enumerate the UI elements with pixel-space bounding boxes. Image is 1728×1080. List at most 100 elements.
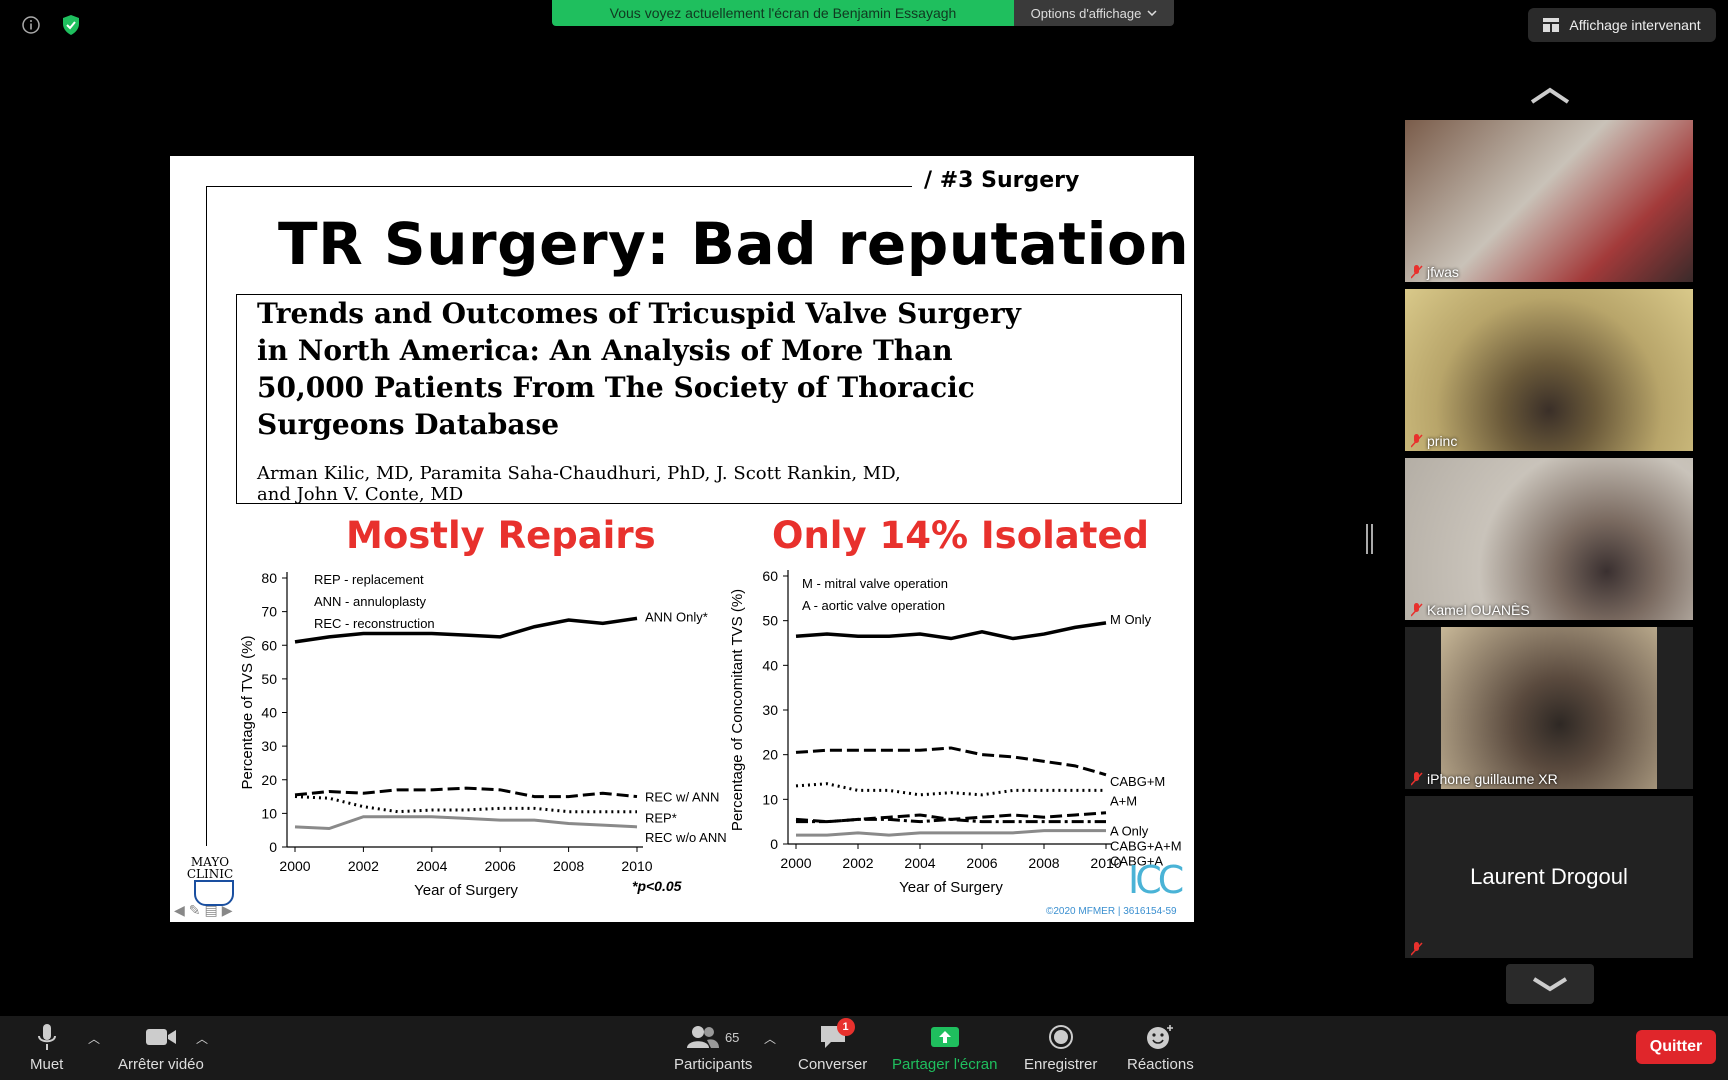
shared-screen-slide: / #3 Surgery TR Surgery: Bad reputation … bbox=[170, 156, 1194, 922]
info-icon[interactable] bbox=[16, 10, 46, 40]
series-line bbox=[294, 815, 638, 831]
pen-icon[interactable]: ✎ bbox=[188, 902, 201, 918]
record-icon bbox=[1048, 1022, 1074, 1052]
video-tile[interactable]: Laurent Drogoul bbox=[1405, 796, 1693, 958]
participants-options-caret[interactable]: ︿ bbox=[764, 1032, 777, 1046]
stop-video-label: Arrêter vidéo bbox=[118, 1056, 204, 1073]
series-line bbox=[294, 616, 638, 644]
series-label: M Only bbox=[1110, 612, 1152, 627]
x-tick-label: 2006 bbox=[485, 858, 516, 874]
participants-label: Participants bbox=[674, 1056, 753, 1073]
screen-share-banner: Vous voyez actuellement l'écran de Benja… bbox=[552, 0, 1014, 26]
video-tile[interactable]: princ bbox=[1405, 289, 1693, 451]
paper-title-line: in North America: An Analysis of More Th… bbox=[257, 334, 953, 367]
record-button[interactable]: Enregistrer bbox=[1024, 1022, 1097, 1073]
participant-name-label: Kamel OUANÈS bbox=[1427, 602, 1530, 618]
arrow-left-icon[interactable]: ◀ bbox=[174, 902, 185, 918]
legend-text: REC - reconstruction bbox=[314, 616, 435, 631]
quit-button[interactable]: Quitter bbox=[1636, 1030, 1716, 1064]
series-label: REC w/o ANN bbox=[645, 830, 727, 845]
mayo-logo-line: CLINIC bbox=[186, 867, 234, 881]
video-tile[interactable]: Kamel OUANÈS bbox=[1405, 458, 1693, 620]
y-tick-label: 40 bbox=[762, 657, 778, 673]
scroll-down-button[interactable] bbox=[1506, 964, 1594, 1004]
arrow-right-icon[interactable]: ▶ bbox=[221, 902, 233, 918]
y-tick-label: 70 bbox=[261, 604, 277, 620]
y-tick-label: 30 bbox=[762, 702, 778, 718]
mic-off-icon bbox=[1410, 942, 1423, 956]
participant-name-label: princ bbox=[1427, 433, 1458, 449]
grid-icon bbox=[1543, 18, 1560, 32]
reactions-label: Réactions bbox=[1127, 1056, 1194, 1073]
x-tick-label: 2008 bbox=[553, 858, 584, 874]
view-options-button[interactable]: Options d'affichage bbox=[1014, 0, 1174, 26]
slide-section-tag: / #3 Surgery bbox=[924, 168, 1080, 193]
y-tick-label: 10 bbox=[762, 791, 778, 807]
record-label: Enregistrer bbox=[1024, 1056, 1098, 1073]
mic-off-icon bbox=[1410, 772, 1423, 786]
mute-button[interactable]: Muet bbox=[30, 1022, 63, 1073]
x-tick-label: 2000 bbox=[780, 855, 811, 871]
series-label: A+M bbox=[1110, 793, 1137, 808]
y-tick-label: 10 bbox=[261, 805, 277, 821]
x-tick-label: 2002 bbox=[842, 855, 873, 871]
y-tick-label: 20 bbox=[762, 747, 778, 763]
participant-name-label: jfwas bbox=[1427, 264, 1459, 280]
x-tick-label: 2000 bbox=[279, 858, 310, 874]
series-line bbox=[795, 621, 1107, 641]
shield-check-icon[interactable] bbox=[56, 10, 86, 40]
paper-title: Trends and Outcomes of Tricuspid Valve S… bbox=[257, 295, 1157, 443]
participant-name: Kamel OUANÈS bbox=[1410, 602, 1530, 618]
participant-name: iPhone guillaume XR bbox=[1410, 771, 1558, 787]
y-tick-label: 80 bbox=[261, 570, 277, 586]
reactions-button[interactable]: Réactions bbox=[1127, 1022, 1194, 1073]
legend-text: REP - replacement bbox=[314, 572, 424, 587]
y-tick-label: 50 bbox=[762, 613, 778, 629]
panel-resize-handle[interactable] bbox=[1366, 524, 1373, 554]
audio-options-caret[interactable]: ︿ bbox=[88, 1032, 101, 1046]
series-line bbox=[294, 795, 637, 814]
participant-video bbox=[1405, 458, 1693, 620]
participant-name: princ bbox=[1410, 433, 1458, 449]
participant-name bbox=[1410, 942, 1423, 956]
video-tile[interactable]: iPhone guillaume XR bbox=[1405, 627, 1693, 789]
mic-off-icon bbox=[1410, 603, 1423, 617]
participant-video bbox=[1405, 289, 1693, 451]
share-screen-button[interactable]: Partager l'écran bbox=[892, 1022, 997, 1073]
series-line bbox=[796, 817, 1106, 824]
video-tile[interactable]: jfwas bbox=[1405, 120, 1693, 282]
meeting-toolbar bbox=[0, 1016, 1728, 1080]
menu-icon[interactable]: ▤ bbox=[204, 902, 218, 918]
series-label: CABG+M bbox=[1110, 774, 1165, 789]
paper-authors-line: and John V. Conte, MD bbox=[257, 484, 464, 505]
chevron-down-icon bbox=[1147, 10, 1157, 16]
x-tick-label: 2010 bbox=[1090, 855, 1121, 871]
participant-name: jfwas bbox=[1410, 264, 1459, 280]
participant-video bbox=[1405, 120, 1693, 282]
slide-frame-line bbox=[206, 186, 207, 846]
chat-icon: 1 bbox=[819, 1018, 855, 1052]
paper-title-line: 50,000 Patients From The Society of Thor… bbox=[257, 371, 975, 404]
chevron-up-icon[interactable] bbox=[1528, 84, 1572, 106]
participant-name-label: iPhone guillaume XR bbox=[1427, 771, 1558, 787]
mayo-logo-line: MAYO bbox=[190, 855, 230, 869]
participants-button[interactable]: 65 Participants bbox=[674, 1022, 752, 1073]
chat-button[interactable]: 1 Converser bbox=[798, 1018, 868, 1073]
x-tick-label: 2002 bbox=[348, 858, 379, 874]
x-tick-label: 2008 bbox=[1028, 855, 1059, 871]
stop-video-button[interactable]: Arrêter vidéo bbox=[118, 1022, 204, 1073]
y-tick-label: 50 bbox=[261, 671, 277, 687]
chevron-down-icon bbox=[1532, 977, 1568, 992]
speaker-view-button[interactable]: Affichage intervenant bbox=[1528, 8, 1716, 42]
chat-label: Converser bbox=[798, 1056, 868, 1073]
video-options-caret[interactable]: ︿ bbox=[196, 1032, 209, 1046]
x-tick-label: 2004 bbox=[416, 858, 447, 874]
y-tick-label: 30 bbox=[261, 738, 277, 754]
slide-frame-line bbox=[206, 186, 912, 187]
share-screen-label: Partager l'écran bbox=[892, 1056, 998, 1073]
x-axis-label: Year of Surgery bbox=[414, 882, 518, 899]
slide-nav-controls[interactable]: ◀ ✎ ▤ ▶ bbox=[174, 902, 233, 919]
y-tick-label: 20 bbox=[261, 772, 277, 788]
mayo-shield-icon bbox=[194, 880, 234, 906]
mayo-clinic-logo: MAYO CLINIC bbox=[180, 856, 240, 880]
